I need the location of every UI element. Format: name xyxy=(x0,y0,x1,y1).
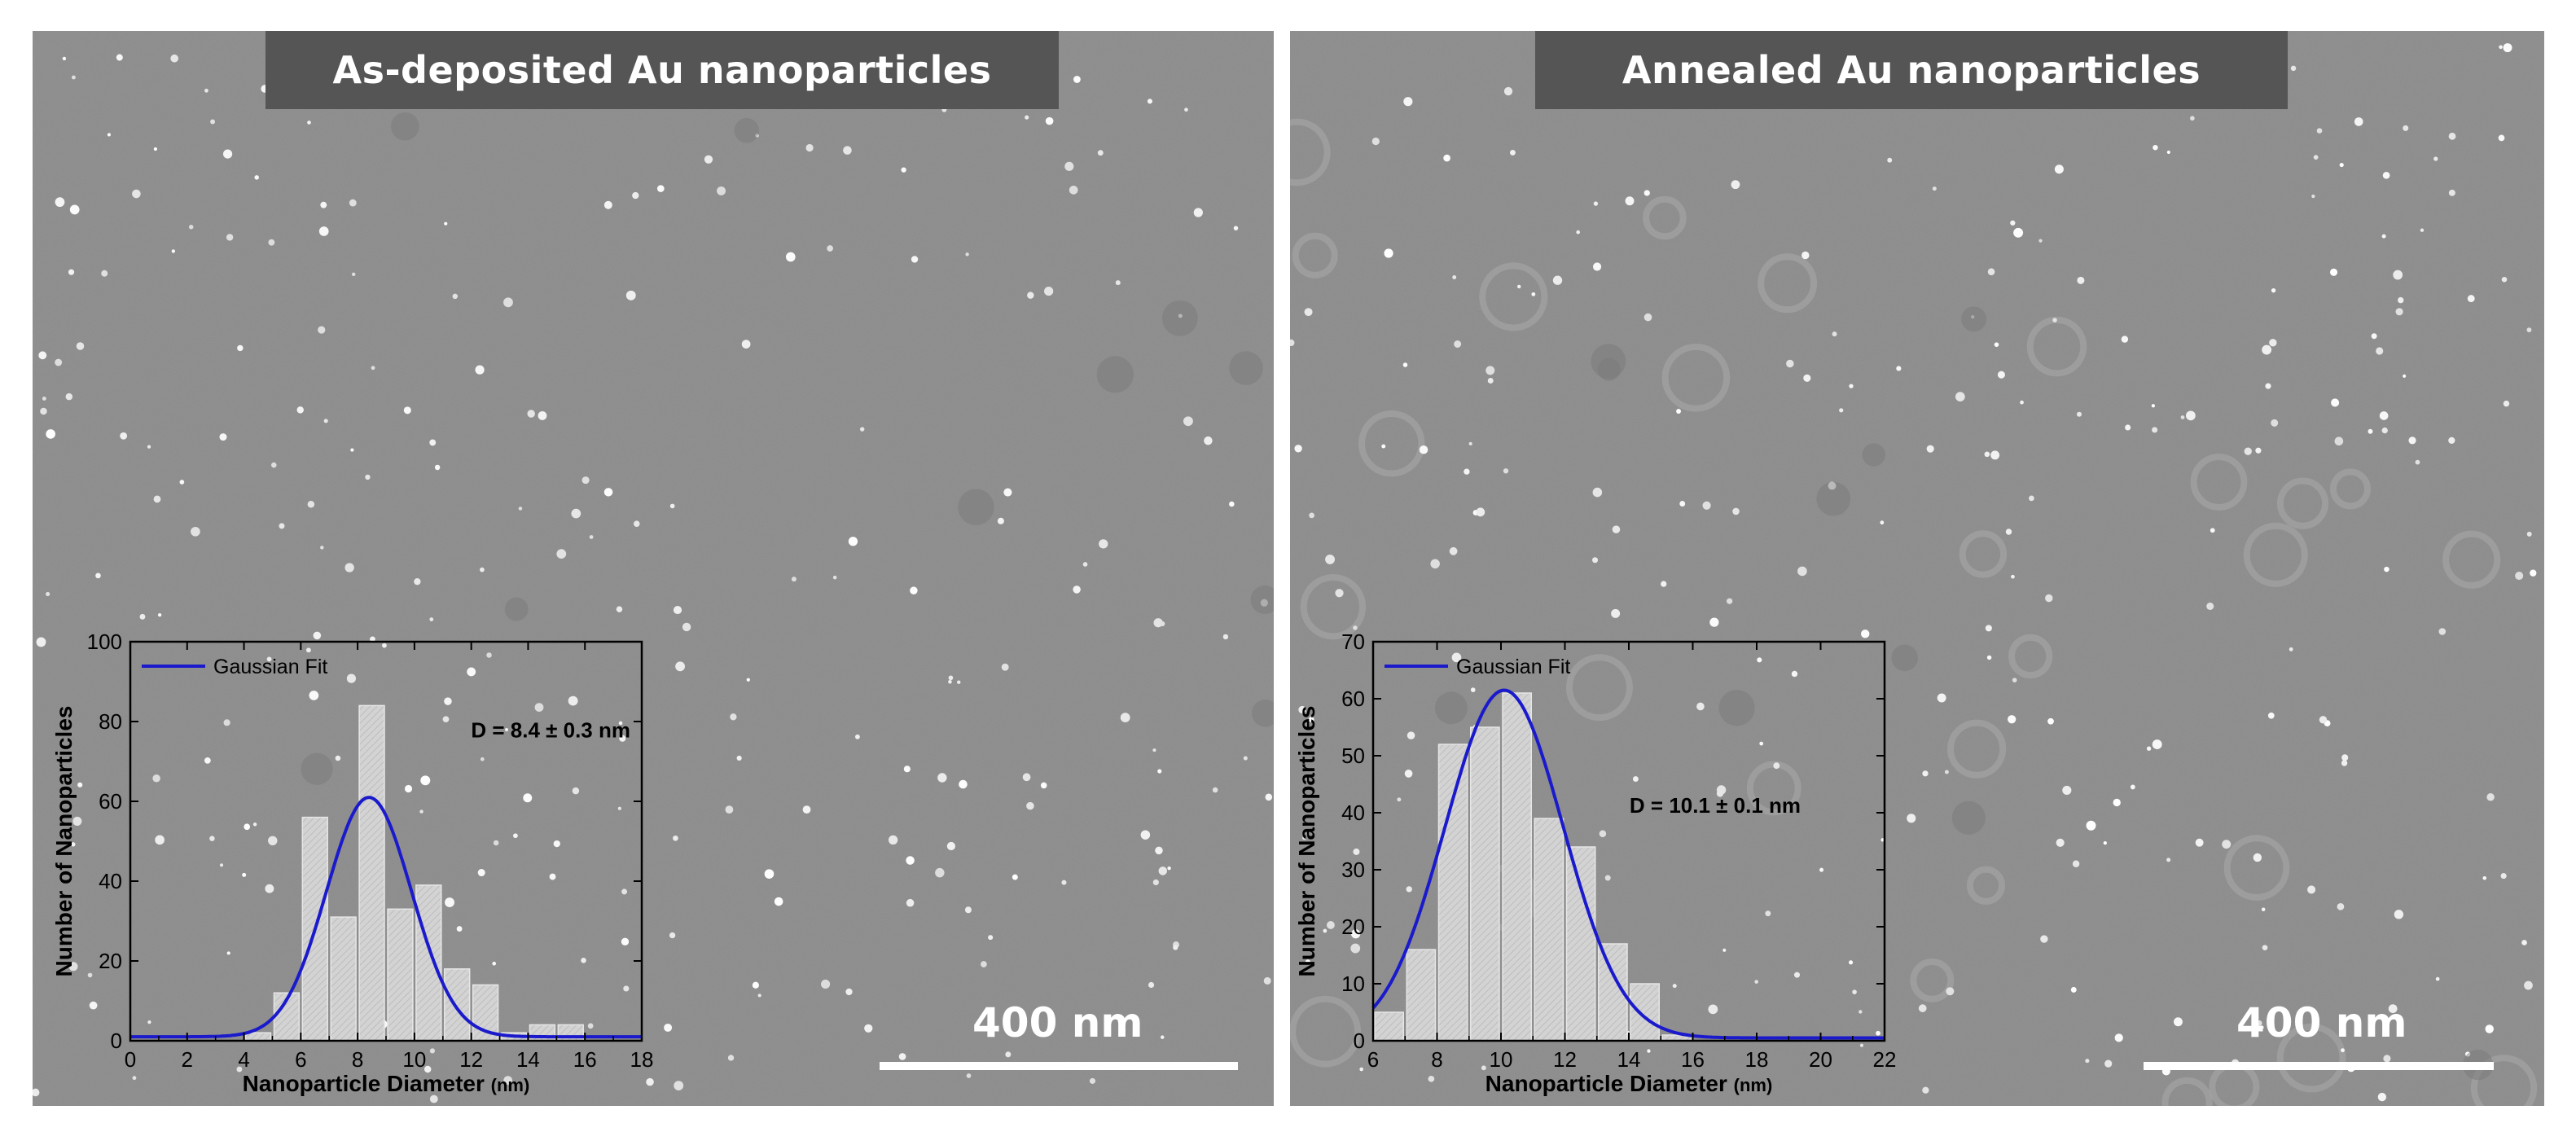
sem-panel-annealed: Annealed Au nanoparticles 400 nm 6 8 10 12 1… xyxy=(1290,31,2544,1106)
x-tick-label: 8 xyxy=(1431,1047,1442,1072)
x-tick-label: 20 xyxy=(1809,1047,1832,1072)
sem-image-as-deposited xyxy=(33,31,1274,1106)
histogram-chart: 0 2 4 6 8 10 12 14 16 18 0 20 40 60 80 100 Nanoparticle … xyxy=(51,630,654,1096)
x-tick-label: 6 xyxy=(295,1047,306,1072)
scale-bar xyxy=(2144,1062,2494,1070)
histogram-inset-as-deposited: 0 2 4 6 8 10 12 14 16 18 0 20 40 60 80 100 Nanoparticle … xyxy=(33,601,684,1106)
diameter-annotation: D = 10.1 ± 0.1 nm xyxy=(1630,793,1801,818)
y-tick-label: 0 xyxy=(111,1029,122,1053)
histogram-bar xyxy=(387,908,414,1042)
scale-bar-label: 400 nm xyxy=(2236,999,2407,1046)
y-tick-label: 80 xyxy=(99,709,122,734)
histogram-bar xyxy=(330,916,357,1042)
histogram-bar xyxy=(1502,692,1532,1042)
sem-panel-as-deposited: As-deposited Au nanoparticles 400 nm 0 2 4… xyxy=(33,31,1274,1106)
y-axis-label: Number of Nanoparticles xyxy=(1294,706,1319,977)
legend: Gaussian Fit xyxy=(142,656,327,678)
x-tick-label: 0 xyxy=(125,1047,136,1072)
panel-title: As-deposited Au nanoparticles xyxy=(265,31,1059,109)
x-tick-label: 8 xyxy=(352,1047,363,1072)
y-tick-label: 20 xyxy=(1341,915,1365,939)
y-tick-label: 60 xyxy=(99,789,122,814)
y-axis-label: Number of Nanoparticles xyxy=(51,706,77,977)
x-tick-label: 4 xyxy=(238,1047,249,1072)
histogram-bar xyxy=(244,1032,272,1042)
x-tick-label: 16 xyxy=(1681,1047,1705,1072)
y-tick-label: 10 xyxy=(1341,972,1365,996)
x-tick-label: 14 xyxy=(1617,1047,1641,1072)
x-tick-label: 22 xyxy=(1873,1047,1897,1072)
x-tick-label: 14 xyxy=(516,1047,540,1072)
histogram-bar xyxy=(444,968,471,1042)
histogram-bar xyxy=(1534,818,1564,1042)
histogram-chart: 6 8 10 12 14 16 18 20 22 0 10 20 30 40 50 60 70 Nanoparti… xyxy=(1294,630,1897,1096)
y-tick-label: 50 xyxy=(1341,744,1365,768)
x-tick-label: 18 xyxy=(630,1047,654,1072)
y-tick-label: 40 xyxy=(1341,801,1365,825)
scale-bar xyxy=(880,1062,1238,1070)
histogram-bar xyxy=(1437,744,1468,1042)
y-tick-label: 70 xyxy=(1341,630,1365,654)
diameter-annotation: D = 8.4 ± 0.3 nm xyxy=(471,718,630,743)
histogram-bar xyxy=(1374,1011,1404,1042)
histogram-bar xyxy=(358,704,385,1042)
x-axis-label: Nanoparticle Diameter (nm) xyxy=(243,1071,530,1096)
legend-label: Gaussian Fit xyxy=(1456,656,1570,678)
y-tick-label: 30 xyxy=(1341,858,1365,882)
y-tick-label: 40 xyxy=(99,869,122,893)
histogram-inset-annealed: 6 8 10 12 14 16 18 20 22 0 10 20 30 40 50 60 70 Nanoparti… xyxy=(1290,601,1927,1106)
x-tick-label: 6 xyxy=(1367,1047,1379,1072)
y-tick-label: 60 xyxy=(1341,687,1365,711)
x-tick-label: 12 xyxy=(1553,1047,1577,1072)
x-tick-label: 12 xyxy=(459,1047,483,1072)
histogram-bar xyxy=(415,884,442,1042)
nanoparticles xyxy=(33,31,1274,1103)
legend-label: Gaussian Fit xyxy=(213,656,327,678)
x-tick-label: 2 xyxy=(182,1047,193,1072)
x-tick-label: 16 xyxy=(573,1047,597,1072)
histogram-bar xyxy=(1565,846,1596,1042)
plot-frame xyxy=(129,640,643,1042)
y-tick-label: 20 xyxy=(99,949,122,973)
x-tick-label: 18 xyxy=(1745,1047,1769,1072)
y-tick-label: 0 xyxy=(1354,1029,1365,1053)
y-tick-label: 100 xyxy=(87,630,122,654)
scale-bar-label: 400 nm xyxy=(972,999,1143,1046)
gaussian-fit-line xyxy=(1371,688,1885,1040)
nanoparticles xyxy=(1290,36,2538,1106)
x-axis-label: Nanoparticle Diameter (nm) xyxy=(1485,1071,1773,1096)
x-tick-label: 10 xyxy=(1490,1047,1513,1072)
histogram-bar xyxy=(1470,726,1500,1042)
panel-title: Annealed Au nanoparticles xyxy=(1535,31,2288,109)
sem-noise xyxy=(33,31,1274,1106)
histogram-bar xyxy=(1406,949,1437,1042)
legend: Gaussian Fit xyxy=(1385,656,1570,678)
gaussian-fit-line xyxy=(130,796,642,1039)
x-tick-label: 10 xyxy=(402,1047,426,1072)
histogram-bar xyxy=(1630,983,1660,1042)
